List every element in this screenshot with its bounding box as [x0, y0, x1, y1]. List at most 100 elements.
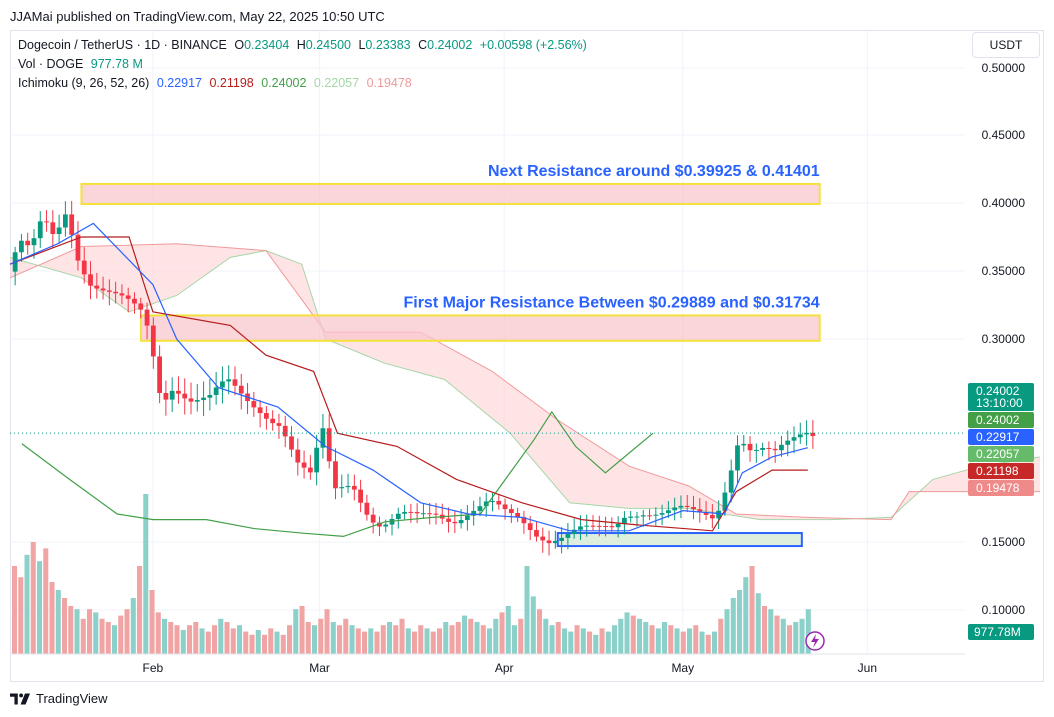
candle-body — [113, 291, 119, 294]
volume-bar — [124, 609, 130, 654]
volume-bar — [399, 618, 405, 654]
volume-bar — [612, 625, 618, 654]
candle-body — [100, 288, 106, 291]
symbol-name[interactable]: Dogecoin / TetherUS · 1D · BINANCE — [18, 38, 227, 52]
candle-body — [395, 513, 401, 519]
ichimoku-cloud — [9, 243, 1041, 521]
ichimoku-label[interactable]: Ichimoku (9, 26, 52, 26) — [18, 76, 150, 90]
open-value: 0.23404 — [244, 38, 290, 52]
volume-bar — [455, 622, 461, 654]
currency-button[interactable]: USDT — [972, 32, 1040, 58]
candle-body — [144, 309, 150, 326]
volume-bar — [249, 634, 255, 654]
volume-bar — [749, 566, 755, 654]
volume-bar — [505, 606, 511, 654]
y-tick-label: 0.15000 — [982, 535, 1026, 549]
volume-bar — [355, 628, 361, 654]
candle-body — [458, 520, 464, 524]
volume-bar — [637, 618, 643, 654]
candle-body — [559, 537, 564, 541]
volume-bar — [762, 606, 768, 654]
volume-bar — [724, 609, 730, 654]
candle-body — [521, 517, 527, 524]
candle-body — [527, 523, 533, 531]
price-badge-value: 0.24002 — [976, 384, 1020, 398]
volume-bar — [468, 618, 474, 654]
y-tick-label: 0.10000 — [982, 603, 1026, 617]
candle-body — [282, 425, 288, 437]
volume-bar — [293, 609, 299, 654]
time-axis[interactable]: Feb Mar Apr May Jun — [10, 653, 965, 675]
volume-bar — [18, 577, 24, 654]
volume-bar — [362, 631, 368, 654]
candle-body — [571, 529, 577, 535]
volume-bar — [299, 606, 305, 654]
candle-body — [25, 240, 31, 246]
y-tick-label: 0.45000 — [982, 128, 1026, 142]
candle-body — [169, 390, 175, 400]
candle-body — [766, 447, 772, 449]
open-label: O — [234, 38, 245, 52]
volume-bar — [580, 628, 586, 654]
volume-bar — [224, 622, 230, 654]
resistance-zone — [139, 314, 821, 342]
candle-body — [490, 500, 495, 502]
volume-bar — [43, 548, 49, 654]
candle-body — [301, 462, 307, 468]
candle-body — [421, 513, 426, 515]
candle-body — [709, 514, 715, 519]
candle-body — [452, 521, 458, 524]
volume-label[interactable]: Vol · DOGE — [18, 57, 84, 71]
candle-body — [339, 487, 345, 489]
candle-body — [220, 381, 225, 388]
volume-bars — [12, 494, 811, 654]
volume-bar — [37, 561, 43, 654]
price-axis[interactable]: 0.50000 0.45000 0.40000 0.35000 0.30000 0.150… — [982, 61, 1026, 617]
candle-body — [565, 534, 571, 538]
candle-body — [546, 540, 552, 544]
volume-bar — [668, 625, 674, 654]
low-value: 0.23383 — [365, 38, 411, 52]
volume-bar — [587, 631, 593, 654]
candle-body — [94, 285, 100, 289]
volume-bar — [643, 622, 649, 654]
volume-bar — [99, 618, 105, 654]
support-zone — [556, 532, 803, 548]
y-tick-label: 0.50000 — [982, 61, 1026, 75]
candle-body — [270, 418, 276, 424]
volume-bar — [162, 618, 168, 654]
volume-bar — [87, 609, 93, 654]
low-label: L — [358, 38, 366, 52]
candle-body — [753, 449, 759, 451]
volume-bar — [255, 630, 261, 654]
candle-body — [785, 440, 791, 445]
candle-body — [465, 515, 470, 521]
volume-bar — [718, 618, 724, 654]
candle-body — [19, 240, 24, 253]
cloud-fill — [10, 243, 1040, 520]
candle-body — [201, 397, 206, 401]
legend-symbol-row: Dogecoin / TetherUS · 1D · BINANCE O0.23… — [18, 36, 591, 55]
ichimoku-span-b-value: 0.19478 — [366, 76, 412, 90]
candle-body — [50, 222, 56, 234]
candle-body — [358, 489, 363, 503]
volume-bar — [305, 622, 311, 654]
candle-body — [433, 513, 439, 515]
candle-body — [251, 401, 257, 408]
volume-bar — [462, 615, 468, 654]
candle-body — [75, 234, 81, 261]
candle-body — [63, 214, 68, 228]
volume-bar — [374, 631, 380, 654]
candle-body — [289, 436, 294, 450]
candle-body — [333, 461, 338, 489]
volume-bar — [68, 606, 74, 654]
candle-body — [446, 518, 451, 522]
candle-body — [634, 516, 640, 518]
volume-bar — [437, 628, 443, 654]
volume-badge — [968, 624, 1034, 640]
volume-bar — [262, 634, 268, 654]
volume-bar — [449, 625, 455, 654]
candle-body — [791, 437, 797, 441]
candle-body — [659, 513, 665, 515]
